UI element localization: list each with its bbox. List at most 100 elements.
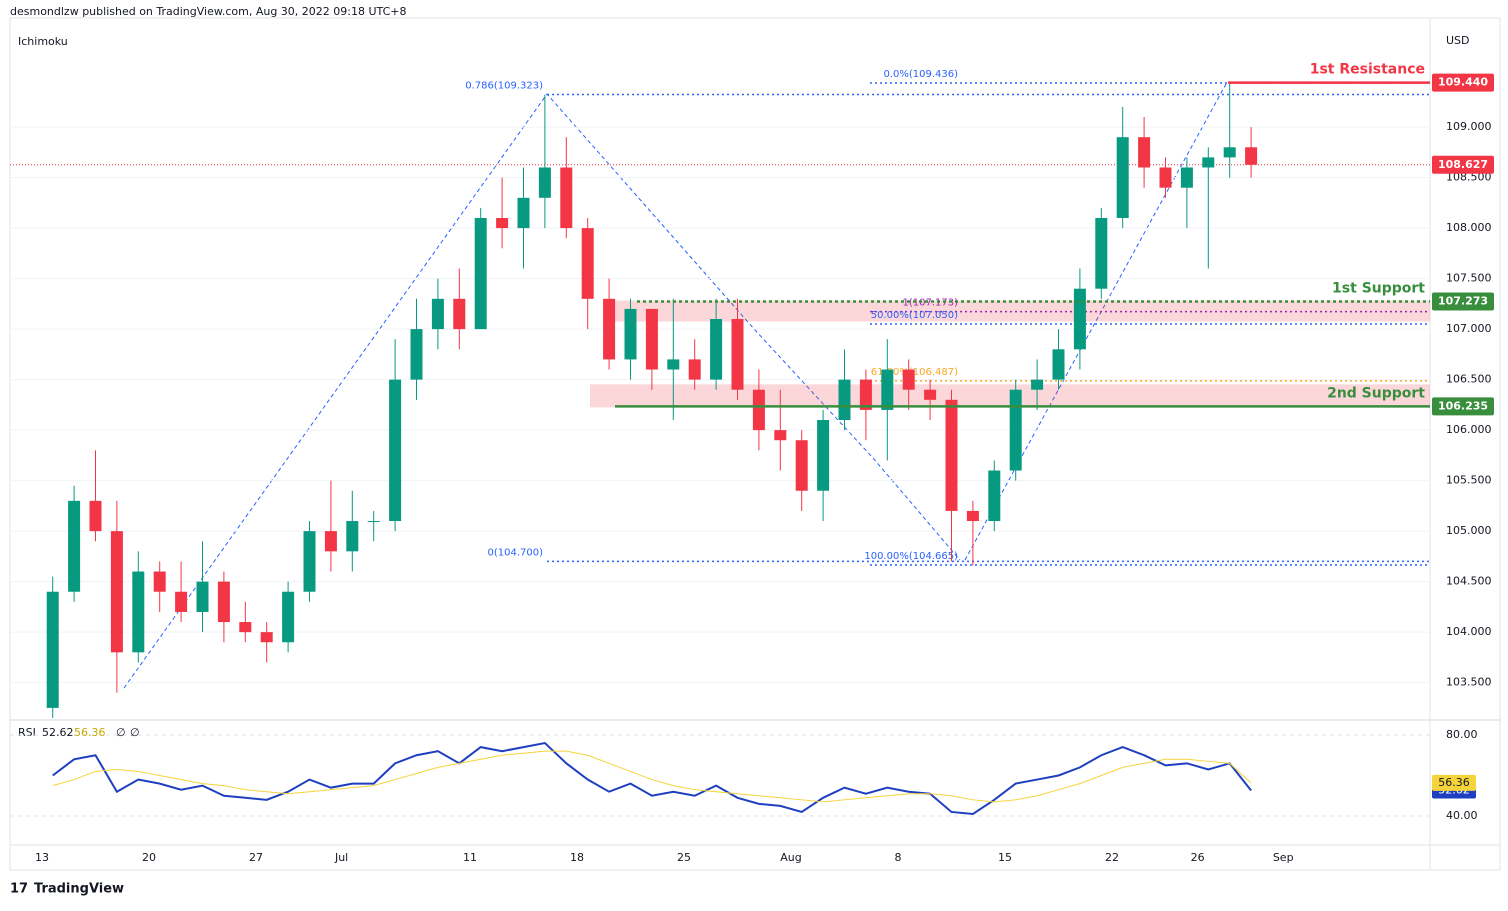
last-price-label: 108.627 xyxy=(1438,158,1488,171)
level-name: 1st Resistance xyxy=(1310,62,1425,78)
candle-body xyxy=(324,531,337,552)
level-badge xyxy=(1432,397,1494,416)
fib-label: 100.00%(104.665) xyxy=(864,551,958,562)
currency: USD xyxy=(1446,34,1470,47)
x-tick-label: 20 xyxy=(142,851,156,864)
fib-label: 0(104.700) xyxy=(487,547,543,558)
fib-label: 1(107.173) xyxy=(902,298,958,309)
rsi-line xyxy=(52,750,1252,803)
candle-body xyxy=(560,167,573,229)
candle-body xyxy=(902,369,915,390)
y-tick-label: 105.000 xyxy=(1446,524,1492,537)
y-tick-label: 105.500 xyxy=(1446,474,1492,487)
level-value: 109.440 xyxy=(1438,76,1488,89)
candle-body xyxy=(710,319,723,380)
candle-body xyxy=(303,531,316,592)
y-tick-label: 40.00 xyxy=(1446,809,1478,822)
candle-body xyxy=(1138,137,1151,168)
publisher: desmondlzw published on TradingView.com,… xyxy=(10,5,407,18)
rsi-flag: ∅ xyxy=(130,726,140,739)
y-tick-label: 103.500 xyxy=(1446,676,1492,689)
candle-body xyxy=(367,521,380,523)
x-tick-label: 11 xyxy=(463,851,477,864)
level-badge xyxy=(1432,73,1494,92)
chart-layer: 103.500 104.000 104.500 105.000 105.500 106.0… xyxy=(10,62,1494,864)
candle-body xyxy=(1009,389,1022,471)
candle-body xyxy=(774,430,787,441)
candle-body xyxy=(603,298,616,360)
candle-body xyxy=(752,389,765,431)
candle-body xyxy=(517,197,530,229)
rsi-flag: ∅ xyxy=(116,726,126,739)
x-tick-label: Sep xyxy=(1273,851,1294,864)
y-tick-label: 104.500 xyxy=(1446,575,1492,588)
level-badge xyxy=(1432,292,1494,311)
candle-body xyxy=(282,591,295,643)
candle-body xyxy=(217,581,230,623)
fib-label: 50.00%(107.050) xyxy=(871,310,958,321)
candle-body xyxy=(260,632,273,643)
x-tick-label: 25 xyxy=(677,851,691,864)
indicator-name: Ichimoku xyxy=(18,35,68,48)
x-tick-label: 13 xyxy=(35,851,49,864)
candle-body xyxy=(1116,137,1129,218)
candle-body xyxy=(795,440,808,491)
candle-body xyxy=(1073,288,1086,350)
candle-body xyxy=(431,298,444,330)
candle-body xyxy=(859,379,872,410)
candle-body xyxy=(1223,147,1236,158)
candle-body xyxy=(389,379,402,522)
candle-body xyxy=(838,379,851,421)
candle-body xyxy=(688,359,701,380)
candle-body xyxy=(496,218,509,229)
fib-label: 0.786(109.323) xyxy=(465,80,543,91)
rsi-header-value: 52.62 xyxy=(42,726,74,739)
y-tick-label: 106.500 xyxy=(1446,373,1492,386)
rsi-line xyxy=(52,741,1252,816)
x-tick-label: 26 xyxy=(1191,851,1205,864)
candle-body xyxy=(645,308,658,370)
x-tick-label: Aug xyxy=(780,851,801,864)
level-name: 1st Support xyxy=(1332,281,1425,297)
frame xyxy=(9,17,1501,871)
candle-body xyxy=(1052,349,1065,380)
candle-body xyxy=(988,470,1001,522)
level-name: 2nd Support xyxy=(1327,385,1425,401)
candle-body xyxy=(1180,167,1193,188)
candle-body xyxy=(410,329,423,380)
candle-body xyxy=(110,531,123,653)
y-tick-label: 108.500 xyxy=(1446,171,1492,184)
level-value: 107.273 xyxy=(1438,295,1488,308)
last-price-badge xyxy=(1432,155,1494,174)
x-tick-label: 8 xyxy=(895,851,902,864)
candle-body xyxy=(1031,379,1044,390)
y-tick-label: 80.00 xyxy=(1446,728,1478,741)
candle-body xyxy=(1159,167,1172,188)
y-tick-label: 107.500 xyxy=(1446,272,1492,285)
candle-body xyxy=(132,571,145,653)
candle-body xyxy=(346,521,359,552)
candle-body xyxy=(175,591,188,612)
candle-body xyxy=(945,399,958,511)
candle-body xyxy=(453,298,466,330)
candle-body xyxy=(881,369,894,410)
candle-body xyxy=(68,500,81,592)
candle-body xyxy=(538,167,551,198)
candle-body xyxy=(966,510,979,522)
fib-label: 0.0%(109.436) xyxy=(883,69,958,80)
footer-logo: TradingView xyxy=(34,882,124,897)
candle-body xyxy=(1245,147,1258,165)
rsi-badge xyxy=(1432,774,1476,791)
candle-body xyxy=(624,308,637,360)
rsi-header-value: 56.36 xyxy=(74,726,106,739)
candle-body xyxy=(1202,157,1215,168)
rsi-title: RSI xyxy=(18,726,36,739)
candle-body xyxy=(196,581,209,612)
logo-mark: 17 xyxy=(10,882,28,897)
y-tick-label: 107.000 xyxy=(1446,322,1492,335)
y-tick-label: 108.000 xyxy=(1446,221,1492,234)
candle-body xyxy=(46,591,59,708)
x-tick-label: 22 xyxy=(1105,851,1119,864)
y-tick-label: 109.000 xyxy=(1446,120,1492,133)
